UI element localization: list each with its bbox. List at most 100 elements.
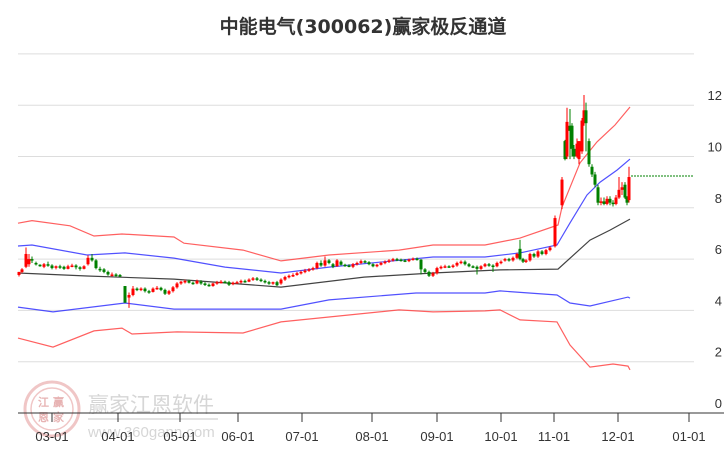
candle-body (611, 202, 615, 205)
x-tick-label: 04-01 (101, 429, 134, 444)
candle-body (596, 187, 600, 203)
candle-body (532, 253, 536, 257)
candle-body (191, 282, 195, 285)
candle-body (584, 110, 588, 124)
candle-body (627, 177, 631, 201)
candle-body (171, 287, 175, 292)
x-tick-label: 03-01 (35, 429, 68, 444)
candle-body (163, 289, 167, 294)
candle-body (379, 262, 383, 265)
candle-body (383, 261, 387, 264)
candle-body (20, 269, 24, 272)
candle-body (565, 121, 569, 157)
lower-outer-band-line (17, 309, 631, 371)
candle-body (98, 268, 102, 271)
x-tick-label: 07-01 (285, 429, 318, 444)
candle-body (447, 266, 451, 268)
candle-body (568, 125, 572, 131)
candle-body (435, 268, 439, 274)
candle-body (323, 260, 327, 266)
candle-body (251, 278, 255, 280)
candle-body (608, 198, 612, 203)
candle-body (363, 261, 367, 263)
candle-body (451, 265, 455, 268)
candle-body (207, 284, 211, 287)
candle-body (575, 143, 579, 157)
x-tick-label: 12-01 (601, 429, 634, 444)
candle-body (175, 283, 179, 288)
y-tick-label: 0 (715, 396, 722, 411)
seal-char: 恩 (38, 411, 49, 424)
candle-body (271, 282, 275, 284)
watermark-url: www.360gann.com (87, 424, 215, 441)
candle-body (42, 264, 46, 267)
candle-body (239, 280, 243, 283)
candle-body (544, 250, 548, 254)
candle-body (183, 280, 187, 283)
candle-body (518, 248, 522, 260)
candle-body (528, 253, 532, 261)
candle-body (235, 282, 239, 284)
candle-body (620, 187, 624, 190)
candle-body (143, 288, 147, 292)
y-tick-label: 10 (708, 140, 722, 155)
candle-body (499, 261, 503, 264)
candle-body (572, 148, 576, 157)
y-tick-label: 12 (708, 88, 722, 103)
candle-body (580, 120, 584, 152)
candle-body (90, 257, 94, 261)
candle-body (131, 288, 135, 296)
x-tick-label: 10-01 (484, 429, 517, 444)
x-tick-label: 08-01 (355, 429, 388, 444)
candle-body (391, 259, 395, 261)
candle-body (243, 280, 247, 283)
candle-body (467, 264, 471, 267)
candle-body (27, 259, 31, 265)
candle-body (315, 262, 319, 269)
candle-body (625, 197, 629, 203)
candle-body (515, 253, 519, 258)
x-tick-label: 09-01 (420, 429, 453, 444)
candle-body (46, 264, 50, 266)
candle-body (359, 261, 363, 263)
candle-body (231, 282, 235, 285)
candle-body (423, 269, 427, 272)
candle-body (78, 267, 82, 269)
upper-outer-band-line (17, 106, 631, 262)
candle-body (553, 218, 557, 247)
candlesticks (17, 94, 631, 308)
candle-body (219, 281, 223, 284)
candle-body (139, 288, 143, 291)
candle-body (511, 257, 515, 261)
candle-body (307, 269, 311, 271)
candle-body (599, 201, 603, 203)
candle-body (223, 281, 227, 284)
candle-body (283, 277, 287, 280)
candle-body (427, 271, 431, 276)
candle-body (195, 280, 199, 284)
candle-body (82, 266, 86, 269)
candle-body (24, 253, 28, 267)
candle-body (66, 266, 70, 269)
candle-body (415, 258, 419, 261)
candle-body (455, 262, 459, 266)
candle-body (203, 283, 207, 285)
y-tick-label: 6 (715, 242, 722, 257)
candle-body (106, 271, 110, 275)
channel-bands (17, 106, 631, 371)
candle-body (227, 282, 231, 285)
candle-body (118, 275, 122, 277)
candle-body (114, 274, 118, 276)
watermark-seal-icon: 江 赢 恩 家 (23, 380, 81, 438)
candle-body (593, 174, 597, 185)
candle-body (287, 275, 291, 278)
candle-body (247, 279, 251, 282)
candle-body (187, 280, 191, 283)
candle-body (303, 270, 307, 273)
candle-body (215, 282, 219, 284)
candle-body (155, 287, 159, 290)
seal-char: 江 (38, 395, 49, 409)
candle-body (540, 251, 544, 254)
candle-body (94, 260, 98, 269)
candle-body (34, 262, 38, 265)
